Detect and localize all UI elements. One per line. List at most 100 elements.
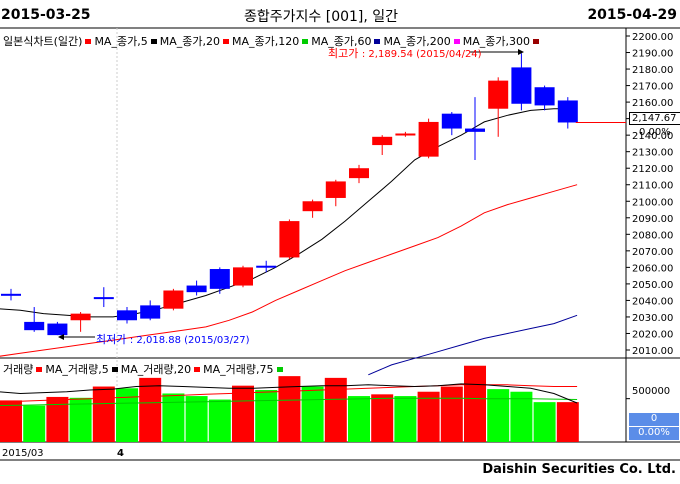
volume-bar	[255, 390, 278, 442]
volume-bar	[185, 396, 208, 442]
price-legend-label: MA_종가,200	[383, 35, 451, 48]
candle-body	[349, 168, 369, 179]
volume-legend-color-swatch	[276, 367, 283, 372]
y-tick-label: 2050.00	[632, 280, 673, 291]
ma60-line	[368, 314, 578, 376]
price-legend-label: 일본식차트(일간)	[3, 35, 83, 48]
price-legend-item: MA_종가,60	[311, 35, 383, 48]
vol-ma5-line	[0, 383, 578, 404]
volume-bar	[92, 386, 115, 442]
volume-bar	[371, 394, 394, 442]
volume-legend-color-swatch	[36, 367, 43, 372]
candle-body	[24, 321, 45, 331]
y-tick-label: 2190.00	[632, 49, 673, 60]
volume-bar	[510, 391, 533, 442]
volume-bar	[0, 400, 22, 442]
price-legend-item: 일본식차트(일간)	[3, 35, 94, 48]
candle-body	[395, 133, 416, 136]
candle-body	[511, 67, 532, 104]
price-legend-label: MA_종가,5	[94, 35, 148, 48]
y-tick-label: 2200.00	[632, 32, 673, 43]
x-label-month: 2015/03	[2, 448, 44, 459]
volume-tick-label: 500000	[632, 386, 671, 397]
volume-bar	[324, 377, 347, 442]
volume-legend-color-swatch	[194, 367, 201, 372]
low-annotation: 최저가 : 2,018.88 (2015/03/27)	[96, 331, 250, 347]
price-legend-item: MA_종가,300	[463, 35, 542, 48]
price-legend-label: MA_종가,300	[462, 35, 530, 48]
candle-body	[465, 128, 485, 132]
volume-bar	[348, 396, 370, 442]
y-tick-label: 2160.00	[632, 98, 673, 109]
y-tick-label: 2060.00	[632, 263, 673, 274]
volume-bar	[464, 365, 486, 442]
y-tick-label: 2100.00	[632, 197, 673, 208]
current-change: 0.00%	[639, 127, 671, 138]
y-tick-label: 2080.00	[632, 230, 673, 241]
ma5-line	[0, 108, 578, 318]
candle-body	[557, 100, 578, 123]
price-legend-label: MA_종가,20	[159, 35, 220, 48]
end-date: 2015-04-29	[587, 7, 677, 23]
y-tick-label: 2090.00	[632, 214, 673, 225]
volume-bar	[139, 377, 162, 442]
y-tick-label: 2180.00	[632, 65, 673, 76]
candle-body	[209, 269, 230, 289]
volume-bar	[394, 396, 417, 442]
volume-legend: 거래량 MA_거래량,5 MA_거래량,20 MA_거래량,75	[3, 361, 286, 377]
candle-body	[117, 310, 137, 321]
chart-title: 종합주가지수 [001], 일간	[244, 9, 399, 25]
price-legend-color-swatch	[532, 39, 539, 44]
volume-legend-item: MA_거래량,5	[45, 363, 120, 376]
candle-body	[186, 285, 207, 293]
candle-body	[418, 121, 439, 157]
volume-legend-label: 거래량	[3, 363, 34, 376]
y-tick-label: 2010.00	[632, 346, 673, 357]
y-tick-label: 2110.00	[632, 181, 673, 192]
price-legend-item: MA_종가,120	[232, 35, 311, 48]
ma20-line	[0, 184, 578, 357]
candle-body	[325, 181, 346, 198]
candle-body	[256, 265, 277, 268]
y-tick-label: 2170.00	[632, 82, 673, 93]
price-legend-label: MA_종가,60	[311, 35, 372, 48]
candle-body	[302, 201, 323, 212]
x-label-april: 4	[117, 448, 124, 459]
volume-change-box: 0.00%	[629, 427, 679, 440]
volume-legend-label: MA_거래량,75	[203, 363, 274, 376]
volume-bar	[232, 385, 254, 442]
candle-body	[93, 297, 114, 300]
high-arrow-head	[518, 49, 524, 55]
volume-legend-label: MA_거래량,20	[120, 363, 192, 376]
candle-body	[534, 87, 555, 106]
volume-bar	[533, 402, 556, 442]
low-arrow-head	[58, 334, 64, 340]
price-legend-item: MA_종가,5	[94, 35, 159, 48]
volume-legend-item: MA_거래량,20	[121, 363, 203, 376]
vol-ma75-line	[0, 397, 578, 407]
price-legend-color-swatch	[150, 39, 157, 44]
price-legend-color-swatch	[222, 39, 229, 44]
volume-bar	[440, 386, 463, 442]
volume-bar	[301, 386, 324, 442]
volume-bar	[208, 399, 231, 442]
candle-body	[279, 221, 300, 258]
volume-bar	[69, 397, 92, 442]
volume-legend-label: MA_거래량,5	[45, 363, 109, 376]
volume-bar	[556, 402, 579, 442]
volume-legend-item: MA_거래량,75	[203, 363, 285, 376]
candle-body	[70, 313, 91, 321]
candle-body	[372, 136, 393, 146]
footer-brand: Daishin Securities Co. Ltd.	[482, 462, 676, 477]
y-tick-label: 2130.00	[632, 148, 673, 159]
price-legend-color-swatch	[85, 39, 92, 44]
candle-body	[1, 293, 21, 296]
volume-bar	[23, 405, 46, 442]
start-date: 2015-03-25	[1, 7, 91, 23]
y-tick-label: 2040.00	[632, 296, 673, 307]
price-legend: 일본식차트(일간) MA_종가,5 MA_종가,20 MA_종가,120 MA_종가,6…	[3, 33, 542, 49]
low-value: : 2,018.88 (2015/03/27)	[129, 335, 250, 346]
volume-bar	[487, 389, 510, 442]
y-tick-label: 2140.00	[632, 131, 673, 142]
